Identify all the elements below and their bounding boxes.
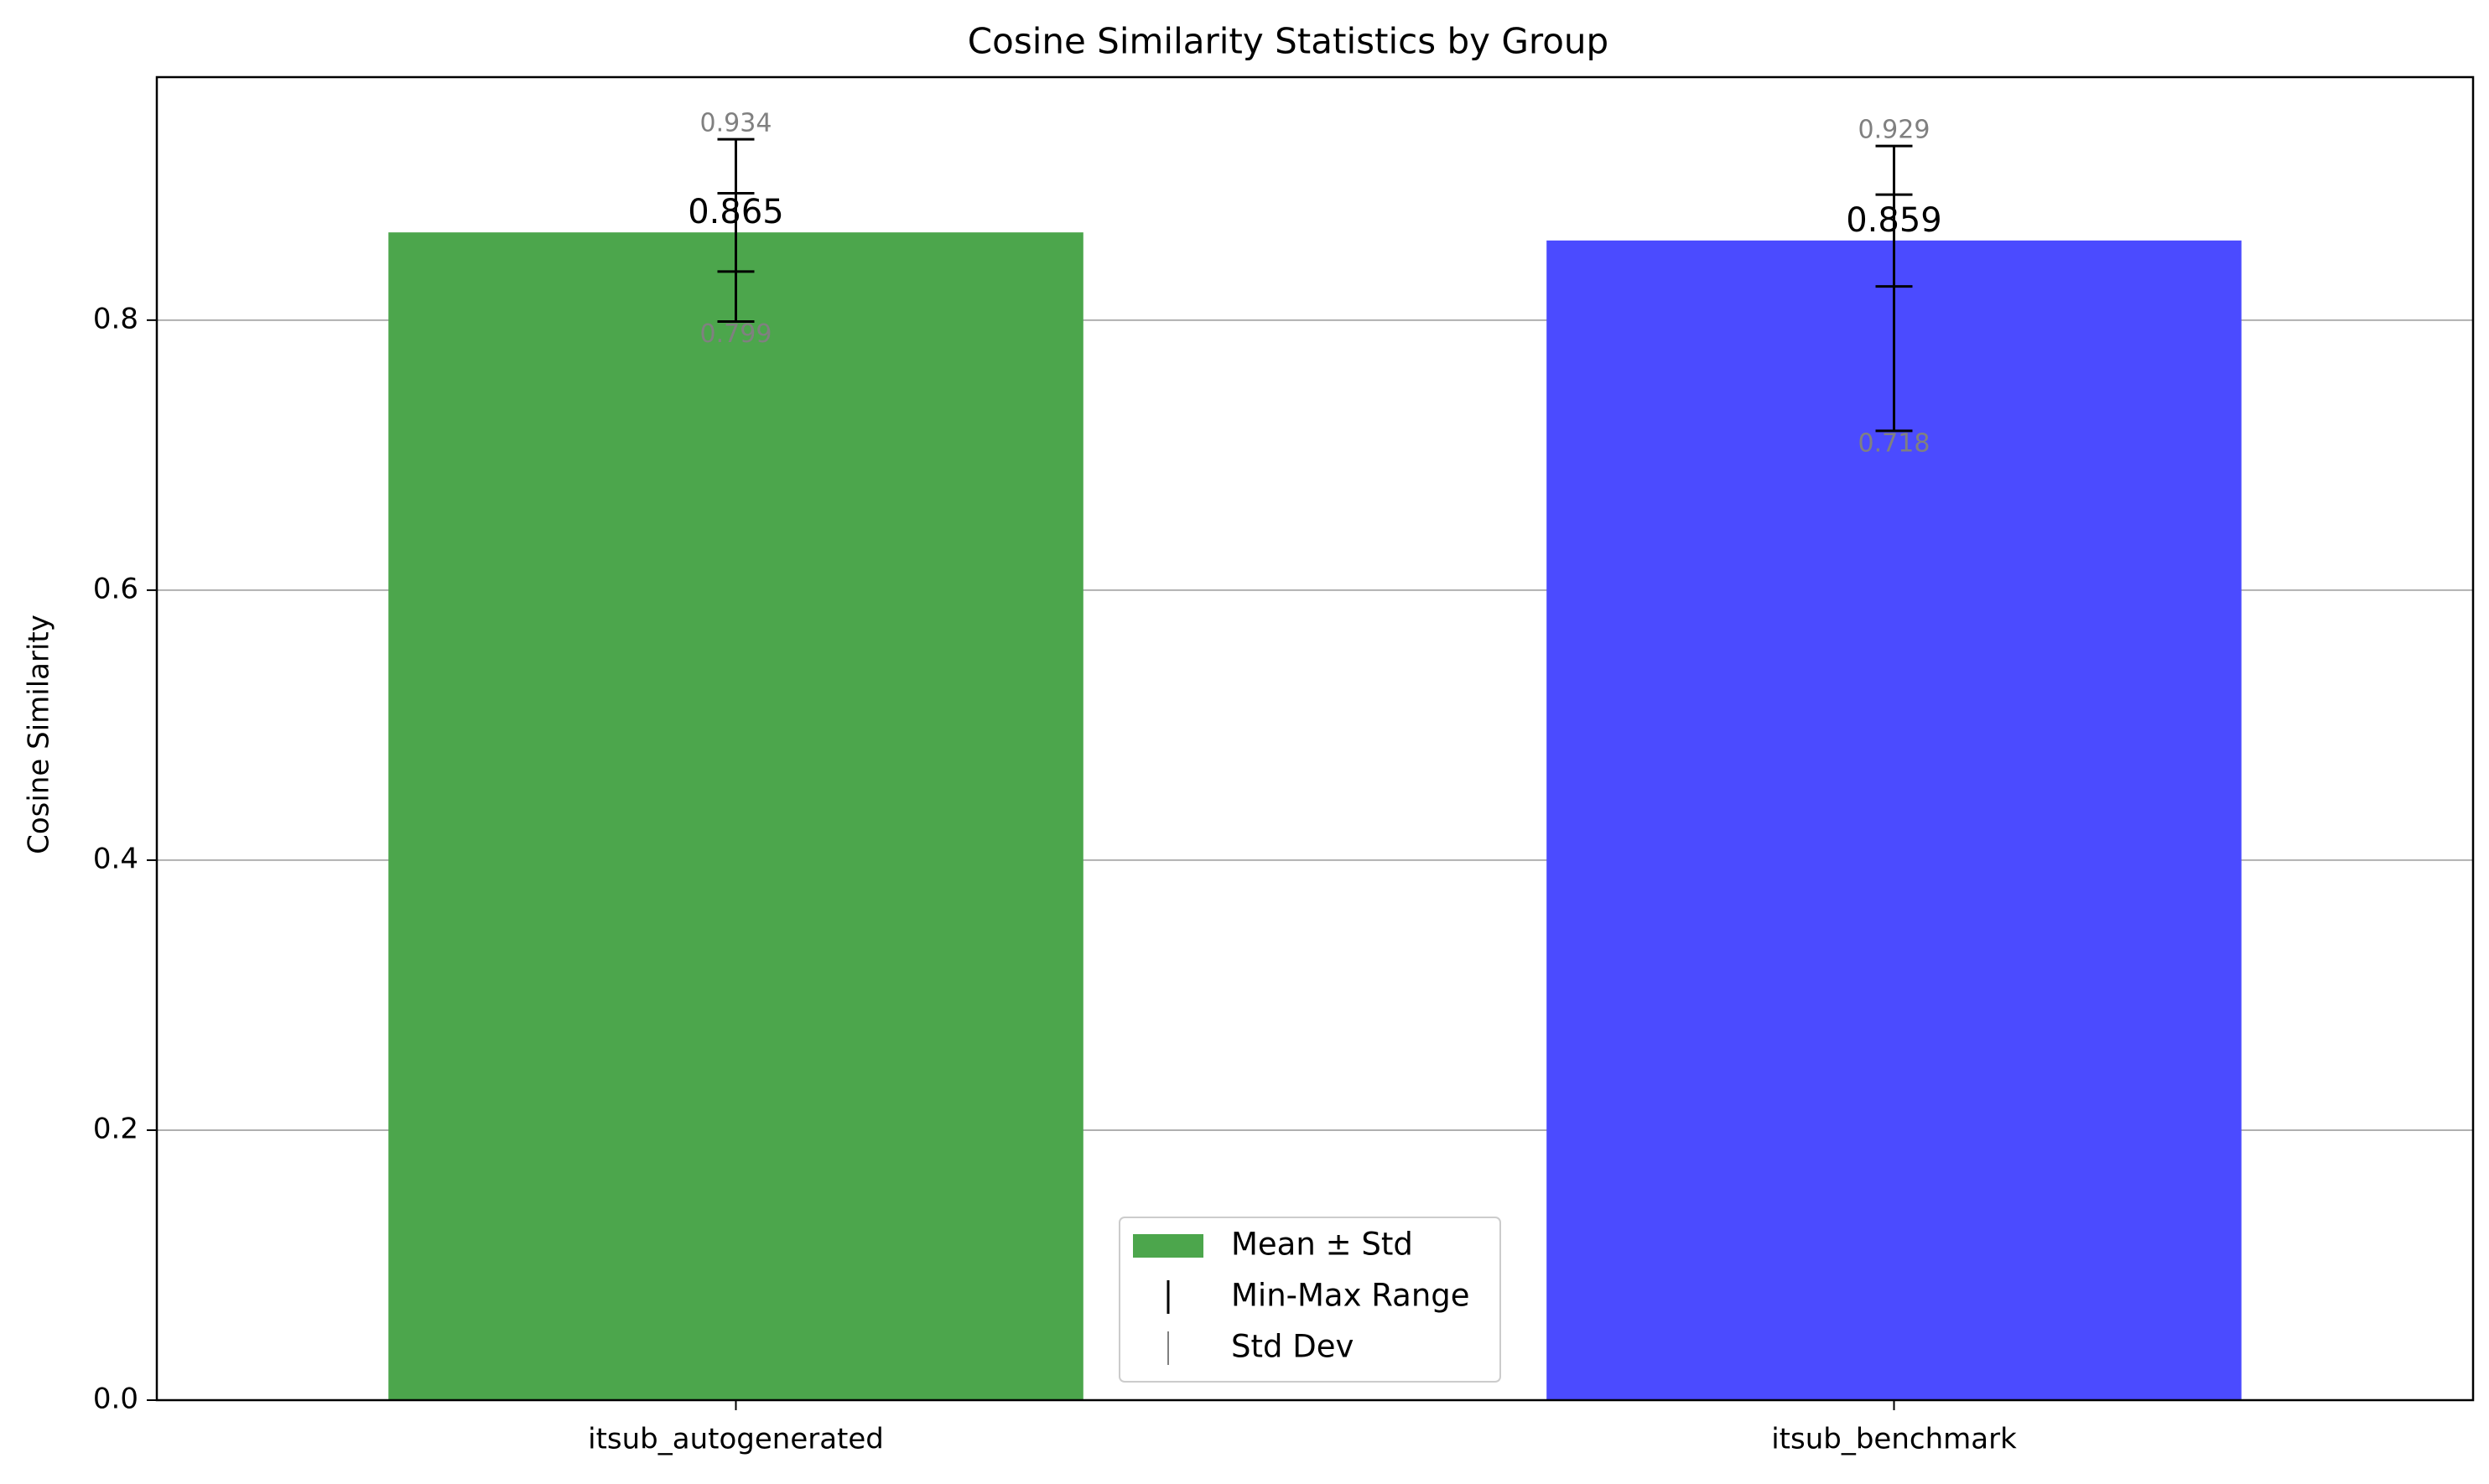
y-tick-label: 0.6 [93,572,138,605]
legend: Mean ± Std Min-Max Range Std Dev [1119,1217,1501,1383]
value-labels: 0.865 0.934 0.799 0.859 0.929 0.718 [688,109,1942,459]
chart-title: Cosine Similarity Statistics by Group [968,21,1608,62]
axis-ticks: 0.0 0.2 0.4 0.6 0.8 itsub_autogenerated itsub_… [93,302,2017,1455]
y-tick-label: 0.0 [93,1383,138,1416]
bar-itsub_autogenerated [388,232,1083,1400]
legend-label: Min-Max Range [1231,1278,1470,1314]
legend-swatch-mean-std [1133,1234,1203,1258]
bar-itsub_benchmark [1546,240,2242,1400]
y-axis-label: Cosine Similarity [23,615,56,854]
plot-frame [155,75,2475,1402]
x-tick-label: itsub_autogenerated [588,1423,884,1456]
min-value-label: 0.718 [1858,428,1930,458]
mean-value-label: 0.865 [688,193,784,231]
min-value-label: 0.799 [700,319,772,349]
y-tick-label: 0.4 [93,842,138,875]
bars [388,232,2242,1400]
mean-value-label: 0.859 [1846,201,1942,240]
legend-label: Mean ± Std [1231,1227,1413,1263]
y-tick-label: 0.2 [93,1112,138,1145]
legend-label: Std Dev [1231,1329,1354,1365]
legend-box [1119,1217,1501,1383]
max-value-label: 0.929 [1858,116,1930,145]
max-value-label: 0.934 [700,109,772,138]
error-bars [717,138,1913,433]
x-tick-label: itsub_benchmark [1771,1423,2017,1456]
y-tick-label: 0.8 [93,302,138,335]
